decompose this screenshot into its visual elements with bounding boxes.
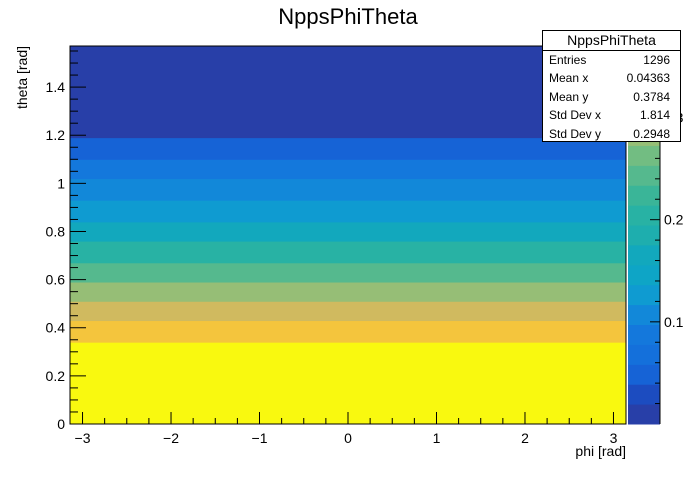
stats-value: 0.04363	[626, 71, 670, 86]
stats-title: NppsPhiTheta	[543, 31, 680, 51]
y-tick-label: 1	[57, 175, 65, 191]
palette-cell-8	[628, 244, 660, 266]
heatmap-band-10	[70, 137, 626, 160]
heatmap-band-5	[70, 241, 626, 264]
stats-row-entries: Entries 1296	[543, 51, 680, 69]
x-tick-label: 3	[610, 430, 618, 446]
palette-cell-13	[628, 145, 660, 166]
palette-cell-6	[628, 284, 660, 306]
z-tick-label: 0.1	[664, 314, 684, 330]
palette-cell-0	[628, 404, 660, 425]
stats-row-std-dev-y: Std Dev y 0.2948	[543, 125, 680, 143]
x-tick-label: −3	[75, 430, 91, 446]
stats-box: NppsPhiTheta Entries 1296 Mean x 0.04363…	[542, 30, 681, 142]
heatmap-band-8	[70, 178, 626, 201]
y-tick-label: 0.4	[46, 320, 66, 336]
z-tick-label: 0.2	[664, 212, 684, 228]
palette-cell-1	[628, 384, 660, 405]
palette-cell-11	[628, 185, 660, 206]
palette-cell-9	[628, 225, 660, 246]
y-axis-label: theta [rad]	[14, 46, 30, 109]
palette-cell-5	[628, 304, 660, 326]
stats-row-std-dev-x: Std Dev x 1.814	[543, 106, 680, 124]
heatmap-band-1	[70, 320, 626, 343]
heatmap-band-2	[70, 301, 626, 322]
chart-title: NppsPhiTheta	[278, 4, 418, 29]
stats-value: 1296	[643, 53, 670, 67]
y-axis-ticks: 0 0.2 0.4 0.6 0.8 1 1.2 1.4	[46, 50, 86, 432]
stats-label: Std Dev y	[549, 126, 602, 141]
palette-cell-7	[628, 264, 660, 286]
x-axis-ticks: −3 −2 −1 0 1 2 3	[75, 412, 618, 446]
x-axis-label: phi [rad]	[575, 443, 626, 459]
y-tick-label: 0.2	[46, 368, 66, 384]
stats-row-mean-y: Mean y 0.3784	[543, 88, 680, 106]
y-tick-label: 1.2	[46, 127, 66, 143]
x-tick-label: −1	[252, 430, 268, 446]
stats-label: Entries	[549, 53, 587, 67]
x-tick-label: −2	[163, 430, 179, 446]
y-tick-label: 0	[57, 416, 65, 432]
palette-cell-4	[628, 324, 660, 345]
stats-label: Mean x	[549, 71, 589, 86]
palette-cell-10	[628, 205, 660, 226]
palette-cell-3	[628, 344, 660, 365]
heatmap-bands	[70, 46, 626, 425]
stats-row-mean-x: Mean x 0.04363	[543, 69, 680, 87]
y-tick-label: 1.4	[46, 79, 66, 95]
stats-label: Mean y	[549, 89, 589, 104]
heatmap-band-7	[70, 200, 626, 223]
heatmap-band-11	[70, 46, 626, 139]
stats-value: 0.2948	[633, 126, 670, 141]
y-tick-label: 0.8	[46, 223, 66, 239]
x-tick-label: 2	[521, 430, 529, 446]
palette-cell-2	[628, 364, 660, 385]
x-tick-label: 0	[344, 430, 352, 446]
stats-value: 0.3784	[633, 89, 670, 104]
heatmap-band-0	[70, 342, 626, 425]
stats-value: 1.814	[639, 108, 670, 123]
palette-cell-12	[628, 165, 660, 186]
heatmap-band-9	[70, 159, 626, 180]
heatmap-band-6	[70, 221, 626, 242]
heatmap-band-3	[70, 282, 626, 302]
stats-label: Std Dev x	[549, 108, 602, 123]
x-tick-label: 1	[433, 430, 441, 446]
y-tick-label: 0.6	[46, 272, 66, 288]
heatmap-band-4	[70, 262, 626, 283]
